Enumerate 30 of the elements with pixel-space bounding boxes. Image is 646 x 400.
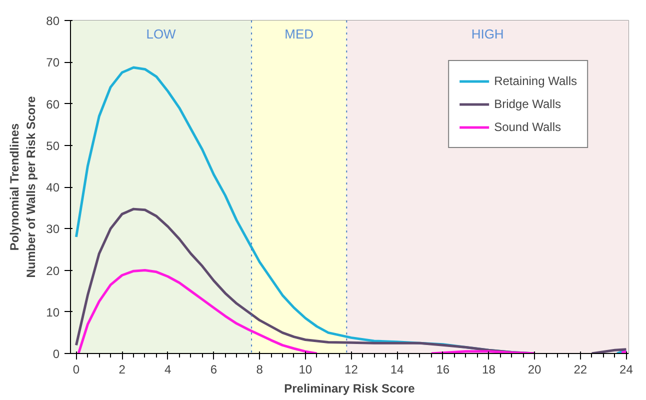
y-axis-title: Polynomial Trendlines Number of Walls per Risk Score	[7, 96, 38, 278]
x-tick-label: 2	[118, 362, 126, 376]
y-tick-label: 30	[46, 222, 60, 236]
x-tick-label: 14	[390, 362, 404, 376]
y-tick-label: 40	[46, 180, 60, 194]
x-tick-label: 22	[574, 362, 588, 376]
legend-label: Bridge Walls	[494, 97, 561, 111]
x-tick-label: 24	[620, 362, 634, 376]
x-tick-label: 0	[72, 362, 80, 376]
y-tick-label: 20	[46, 264, 60, 278]
y-tick-label: 10	[46, 305, 60, 320]
y-tick-label: 60	[46, 97, 60, 112]
x-tick-label: 10	[298, 362, 312, 376]
y-tick-label: 0	[52, 347, 60, 361]
y-tick-label: 80	[46, 14, 60, 28]
x-tick-label: 20	[528, 362, 542, 376]
x-tick-label: 8	[256, 362, 264, 376]
band-label: MED	[284, 26, 314, 42]
x-axis-title: Preliminary Risk Score	[284, 382, 416, 396]
x-tick-label: 12	[344, 362, 358, 376]
legend-label: Retaining Walls	[494, 74, 577, 88]
band-label: LOW	[146, 26, 177, 42]
x-tick-label: 16	[436, 362, 450, 376]
x-tick-label: 18	[482, 362, 496, 376]
y-tick-label: 70	[46, 56, 60, 70]
legend-label: Sound Walls	[494, 120, 561, 134]
band-label: HIGH	[471, 26, 504, 42]
y-tick-label: 50	[46, 138, 60, 153]
x-tick-label: 6	[210, 362, 218, 376]
x-tick-label: 4	[164, 362, 172, 376]
